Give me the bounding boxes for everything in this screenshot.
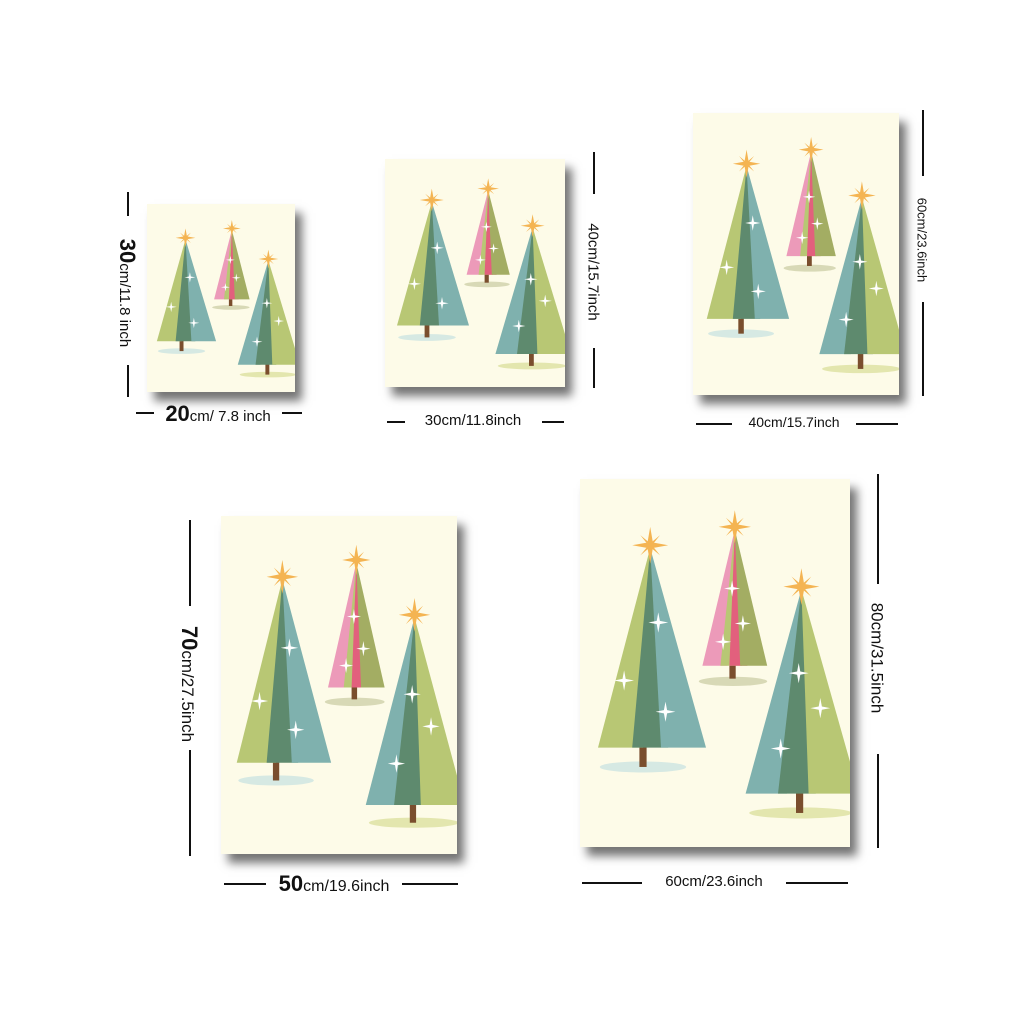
width-label: 50cm/19.6inch [278, 871, 390, 896]
dimension-line [786, 882, 848, 884]
dimension-line [189, 520, 191, 606]
canvas-50x70 [221, 516, 457, 854]
dimension-line [856, 423, 898, 425]
dimension-line [127, 365, 129, 397]
dimension-line [136, 412, 154, 414]
dimension-line [282, 412, 302, 414]
height-label: 80cm/31.5inch [867, 602, 887, 714]
dimension-line [387, 421, 405, 423]
tree-artwork [693, 113, 899, 395]
dimension-line [593, 152, 595, 194]
dimension-line [189, 750, 191, 856]
width-label: 40cm/15.7inch [748, 414, 840, 430]
dimension-line [922, 302, 924, 396]
canvas-30x40 [385, 159, 565, 387]
width-label: 30cm/11.8inch [424, 412, 522, 429]
dimension-line [224, 883, 266, 885]
dimension-line [542, 421, 564, 423]
height-label: 40cm/15.7inch [584, 223, 602, 321]
width-label: 20cm/ 7.8 inch [165, 401, 271, 426]
tree-artwork [385, 159, 565, 387]
canvas-40x60 [693, 113, 899, 395]
tree-artwork [580, 479, 850, 847]
height-label: 30cm/11.8 inch [115, 238, 140, 348]
dimension-line [582, 882, 642, 884]
tree-artwork [147, 204, 295, 392]
height-label: 70cm/27.5inch [177, 625, 202, 743]
tree-artwork [221, 516, 457, 854]
height-label: 60cm/23.6inch [914, 197, 930, 283]
dimension-line [593, 348, 595, 388]
dimension-line [877, 474, 879, 584]
dimension-line [127, 192, 129, 216]
dimension-line [922, 110, 924, 176]
canvas-60x80 [580, 479, 850, 847]
dimension-line [877, 754, 879, 848]
canvas-20x30 [147, 204, 295, 392]
dimension-line [402, 883, 458, 885]
dimension-line [696, 423, 732, 425]
width-label: 60cm/23.6inch [665, 873, 763, 890]
